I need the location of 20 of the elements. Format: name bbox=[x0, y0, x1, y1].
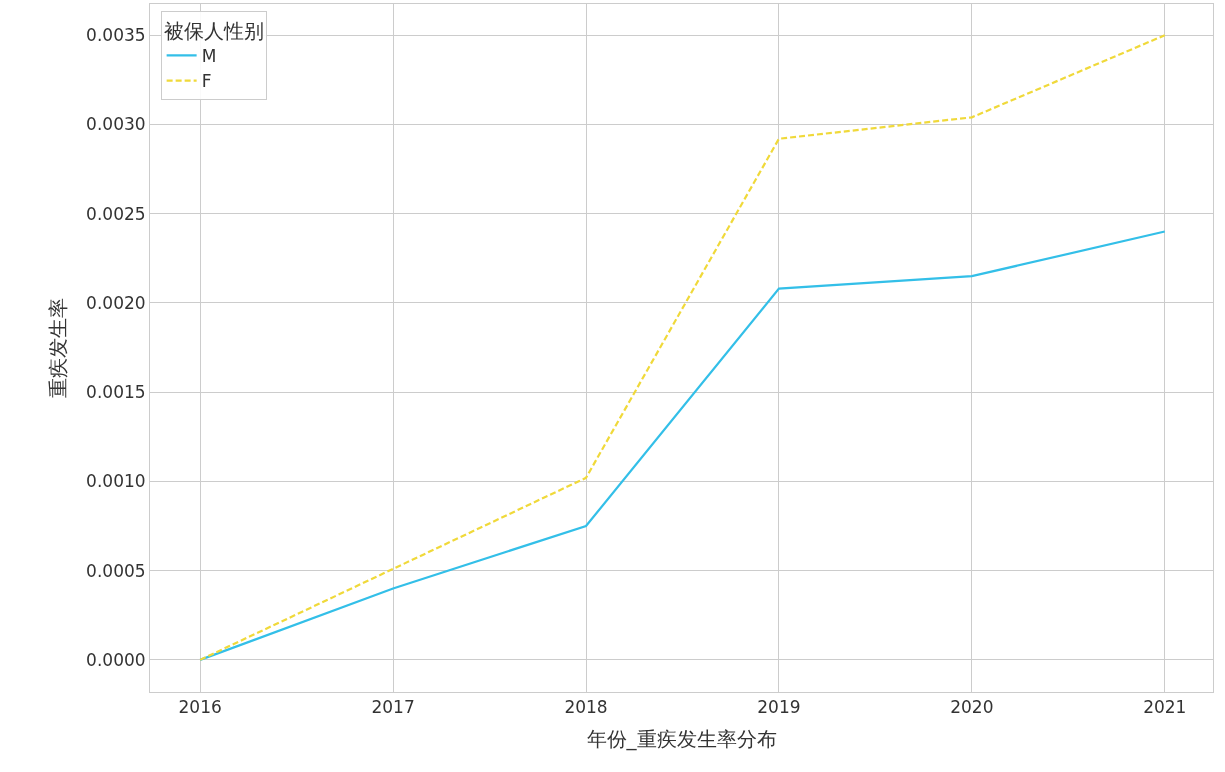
y-tick-label: 0.0000 bbox=[86, 649, 146, 670]
y-tick-label: 0.0030 bbox=[86, 114, 146, 135]
x-axis-title: 年份_重疾发生率分布 bbox=[586, 726, 777, 751]
legend-label: M bbox=[201, 46, 217, 67]
legend-label: F bbox=[201, 71, 212, 92]
x-tick-label: 2017 bbox=[371, 697, 415, 718]
line-series bbox=[199, 230, 1166, 661]
y-tick-label: 0.0020 bbox=[86, 292, 146, 313]
x-tick-label: 2016 bbox=[178, 697, 222, 718]
legend-title: 被保人性别 bbox=[163, 18, 264, 43]
x-tick-label: 2020 bbox=[950, 697, 994, 718]
x-tick-label: 2019 bbox=[757, 697, 801, 718]
y-tick-label: 0.0005 bbox=[86, 560, 146, 581]
y-tick-label: 0.0025 bbox=[86, 203, 146, 224]
x-tick-label: 2021 bbox=[1143, 697, 1187, 718]
y-axis-title: 重疾发生率 bbox=[45, 298, 70, 398]
y-tick-label: 0.0035 bbox=[86, 25, 146, 46]
x-tick-label: 2018 bbox=[564, 697, 608, 718]
y-tick-label: 0.0015 bbox=[86, 382, 146, 403]
y-tick-label: 0.0010 bbox=[86, 471, 146, 492]
